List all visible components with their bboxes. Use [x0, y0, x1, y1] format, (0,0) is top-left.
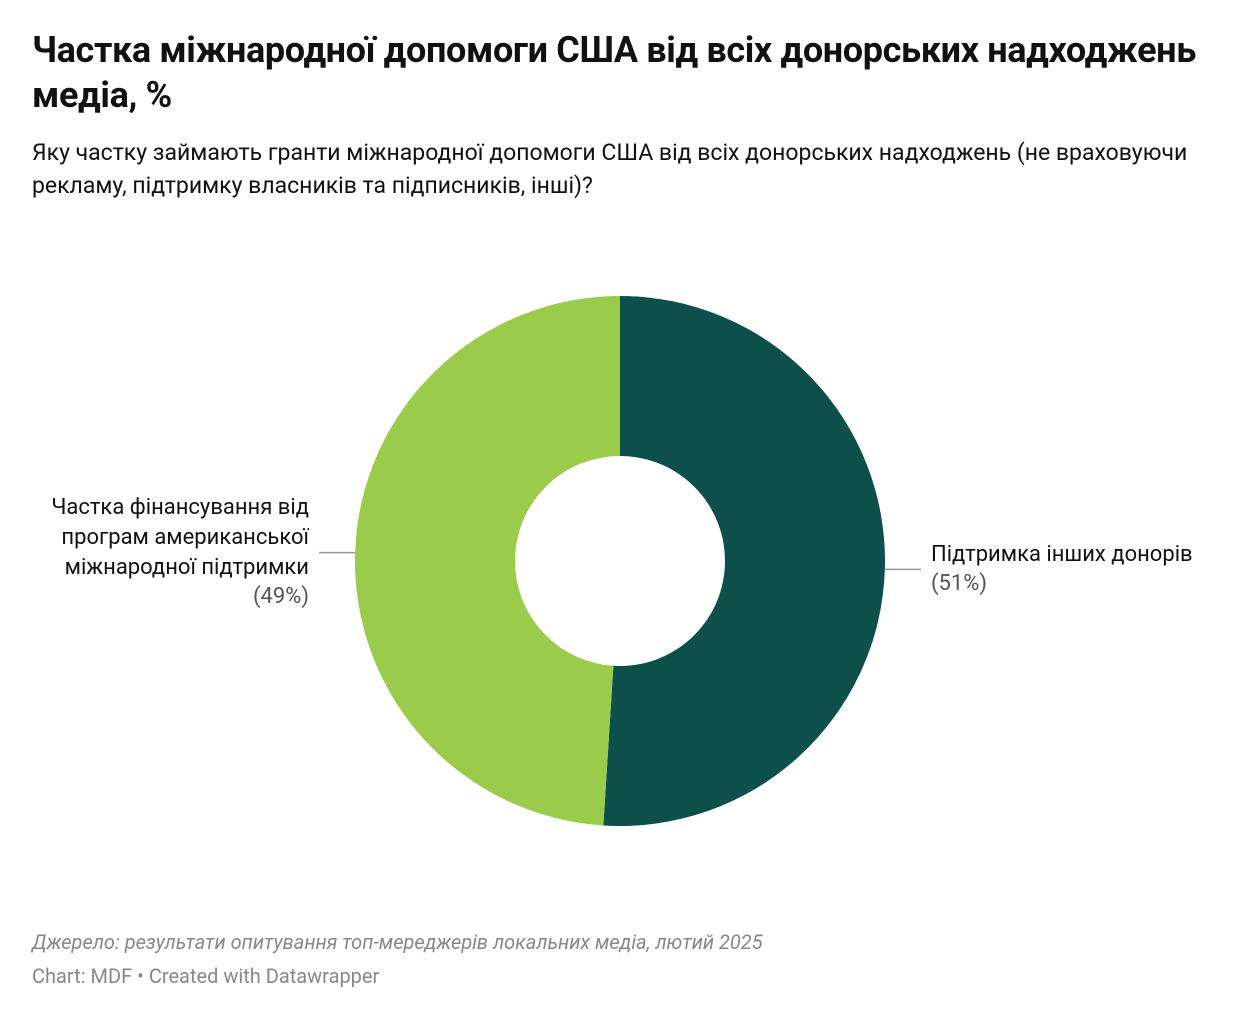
chart-subtitle: Яку частку займають гранти міжнародної д… — [32, 136, 1208, 203]
donut-slice-0 — [603, 296, 885, 826]
slice-label-pct-0: (51%) — [931, 571, 987, 596]
chart-credit: Chart: MDF • Created with Datawrapper — [32, 961, 1208, 991]
slice-label-pct-1: (49%) — [253, 584, 309, 609]
slice-label-text-0: Підтримка інших донорів — [931, 541, 1193, 566]
chart-title: Частка міжнародної допомоги США від всіх… — [32, 28, 1208, 118]
donut-chart: Підтримка інших донорів (51%) Частка фіна… — [32, 231, 1208, 891]
slice-label-0: Підтримка інших донорів (51%) — [931, 459, 1204, 679]
slice-label-text-1: Частка фінансування від програм американ… — [51, 495, 309, 579]
donut-slice-1 — [355, 296, 620, 825]
donut-svg: Підтримка інших донорів (51%) Частка фіна… — [32, 231, 1208, 891]
chart-source: Джерело: результати опитування топ-меред… — [32, 927, 1208, 957]
slice-label-1: Частка фінансування від програм американ… — [36, 442, 309, 662]
